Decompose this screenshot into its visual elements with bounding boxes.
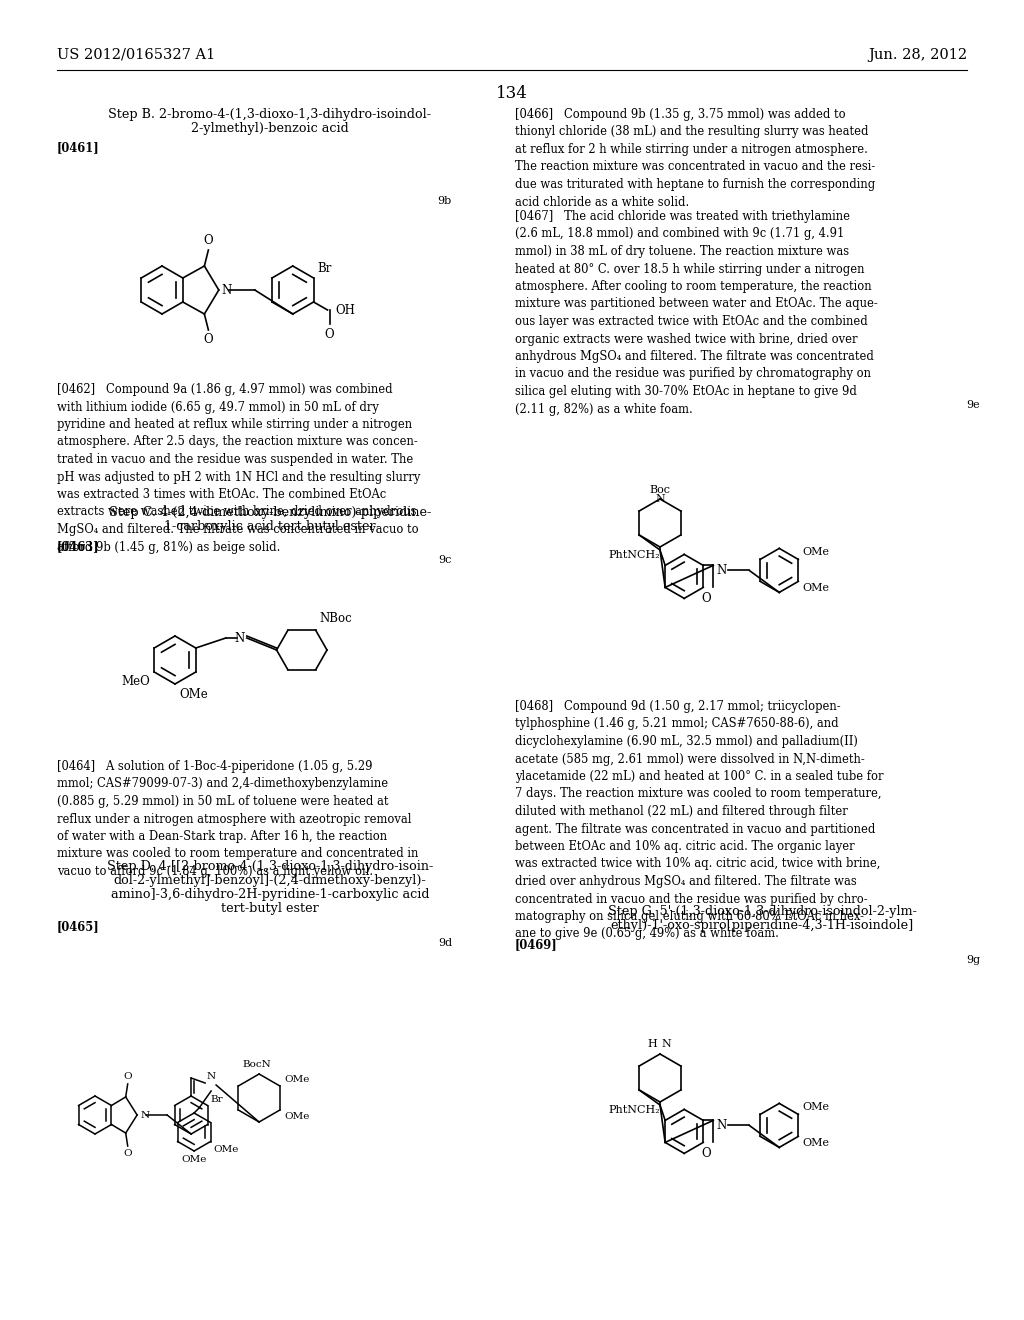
Text: OMe: OMe	[181, 1155, 207, 1164]
Text: amino]-3,6-dihydro-2H-pyridine-1-carboxylic acid: amino]-3,6-dihydro-2H-pyridine-1-carboxy…	[111, 888, 429, 902]
Text: [0466]   Compound 9b (1.35 g, 3.75 mmol) was added to
thionyl chloride (38 mL) a: [0466] Compound 9b (1.35 g, 3.75 mmol) w…	[515, 108, 876, 209]
Text: Br: Br	[317, 261, 332, 275]
Text: dol-2-ylmethyl]-benzoyl]-(2,4-dimethoxy-benzyl)-: dol-2-ylmethyl]-benzoyl]-(2,4-dimethoxy-…	[114, 874, 426, 887]
Text: OMe: OMe	[803, 583, 829, 594]
Text: Jun. 28, 2012: Jun. 28, 2012	[868, 48, 967, 62]
Text: MeO: MeO	[122, 675, 151, 688]
Text: 9g: 9g	[966, 954, 980, 965]
Text: Br: Br	[211, 1094, 223, 1104]
Text: 9e: 9e	[967, 400, 980, 411]
Text: Step G. 5'-(1,3-dioxo-1,3-dihydro-isoindol-2-ylm-: Step G. 5'-(1,3-dioxo-1,3-dihydro-isoind…	[607, 906, 916, 917]
Text: OMe: OMe	[214, 1144, 239, 1154]
Text: 134: 134	[496, 84, 528, 102]
Text: O: O	[204, 333, 213, 346]
Text: [0467]   The acid chloride was treated with triethylamine
(2.6 mL, 18.8 mmol) an: [0467] The acid chloride was treated wit…	[515, 210, 878, 416]
Text: Step D. 4-[[2-bromo-4-(1,3-dioxo-1,3-dihydro-isoin-: Step D. 4-[[2-bromo-4-(1,3-dioxo-1,3-dih…	[106, 861, 433, 873]
Text: 2-ylmethyl)-benzoic acid: 2-ylmethyl)-benzoic acid	[191, 121, 349, 135]
Text: O: O	[701, 1147, 712, 1160]
Text: OH: OH	[336, 304, 355, 317]
Text: [0468]   Compound 9d (1.50 g, 2.17 mmol; triicyclopen-
tylphosphine (1.46 g, 5.2: [0468] Compound 9d (1.50 g, 2.17 mmol; t…	[515, 700, 884, 940]
Text: [0465]: [0465]	[57, 920, 99, 933]
Text: PhtNCH₂: PhtNCH₂	[608, 550, 660, 561]
Text: 9d: 9d	[438, 939, 452, 948]
Text: N: N	[222, 284, 232, 297]
Text: N: N	[655, 494, 665, 504]
Text: OMe: OMe	[803, 548, 829, 557]
Text: OMe: OMe	[284, 1074, 309, 1084]
Text: OMe: OMe	[284, 1111, 309, 1121]
Text: 9b: 9b	[437, 195, 452, 206]
Text: N: N	[662, 1039, 671, 1049]
Text: OMe: OMe	[803, 1138, 829, 1148]
Text: [0464]   A solution of 1-Boc-4-piperidone (1.05 g, 5.29
mmol; CAS#79099-07-3) an: [0464] A solution of 1-Boc-4-piperidone …	[57, 760, 419, 878]
Text: NBoc: NBoc	[319, 612, 352, 626]
Text: US 2012/0165327 A1: US 2012/0165327 A1	[57, 48, 215, 62]
Text: OMe: OMe	[803, 1102, 829, 1113]
Text: OMe: OMe	[179, 688, 208, 701]
Text: [0461]: [0461]	[57, 141, 99, 154]
Text: H: H	[647, 1039, 657, 1049]
Text: tert-butyl ester: tert-butyl ester	[221, 902, 318, 915]
Text: Step C. 4-(2,4-dimethoxy-benzylimino)-piperidine-: Step C. 4-(2,4-dimethoxy-benzylimino)-pi…	[109, 506, 431, 519]
Text: ethyl)-1'-oxo-spiro[piperidine-4,3-1H-isoindole]: ethyl)-1'-oxo-spiro[piperidine-4,3-1H-is…	[610, 919, 913, 932]
Text: [0463]: [0463]	[57, 540, 99, 553]
Text: [0469]: [0469]	[515, 939, 558, 950]
Text: BocN: BocN	[243, 1060, 271, 1069]
Text: 9c: 9c	[438, 554, 452, 565]
Text: O: O	[204, 234, 213, 247]
Text: PhtNCH₂: PhtNCH₂	[608, 1105, 660, 1115]
Text: N: N	[207, 1072, 216, 1081]
Text: N: N	[140, 1110, 150, 1119]
Text: O: O	[325, 327, 335, 341]
Text: Step B. 2-bromo-4-(1,3-dioxo-1,3-dihydro-isoindol-: Step B. 2-bromo-4-(1,3-dioxo-1,3-dihydro…	[109, 108, 431, 121]
Text: N: N	[716, 564, 726, 577]
Text: O: O	[123, 1148, 132, 1158]
Text: Boc: Boc	[649, 484, 671, 495]
Text: N: N	[716, 1119, 726, 1133]
Text: O: O	[123, 1072, 132, 1081]
Text: [0462]   Compound 9a (1.86 g, 4.97 mmol) was combined
with lithium iodide (6.65 : [0462] Compound 9a (1.86 g, 4.97 mmol) w…	[57, 383, 421, 553]
Text: 1-carboxylic acid tert-butyl ester: 1-carboxylic acid tert-butyl ester	[164, 520, 376, 533]
Text: N: N	[234, 631, 245, 644]
Text: O: O	[701, 593, 712, 606]
